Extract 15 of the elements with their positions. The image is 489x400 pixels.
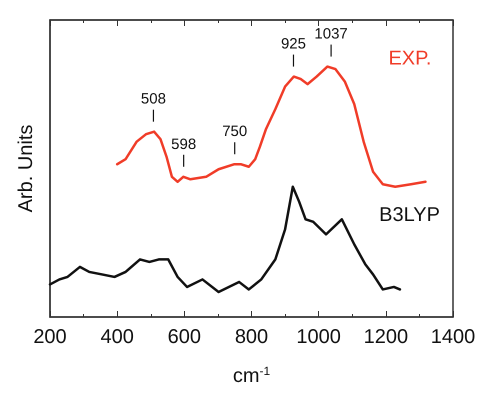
y-axis-title: Arb. Units [15, 124, 37, 212]
x-tick-label: 200 [33, 326, 67, 348]
annotation: 925 [280, 36, 306, 53]
text: EXP. [388, 48, 432, 70]
x-tick-label: 800 [234, 326, 268, 348]
annotation: 750 [222, 123, 248, 140]
annotation: 1037 [314, 26, 348, 43]
annotation: 508 [140, 90, 166, 108]
x-tick-label: 1000 [296, 326, 341, 348]
x-tick-label: 1200 [364, 326, 408, 348]
x-tick-label: 400 [100, 326, 134, 348]
x-tick-label: 600 [168, 326, 202, 348]
series-label: B3LYP [379, 204, 440, 226]
annotation: 598 [171, 136, 196, 153]
x-tick-label: 1400 [430, 326, 476, 348]
